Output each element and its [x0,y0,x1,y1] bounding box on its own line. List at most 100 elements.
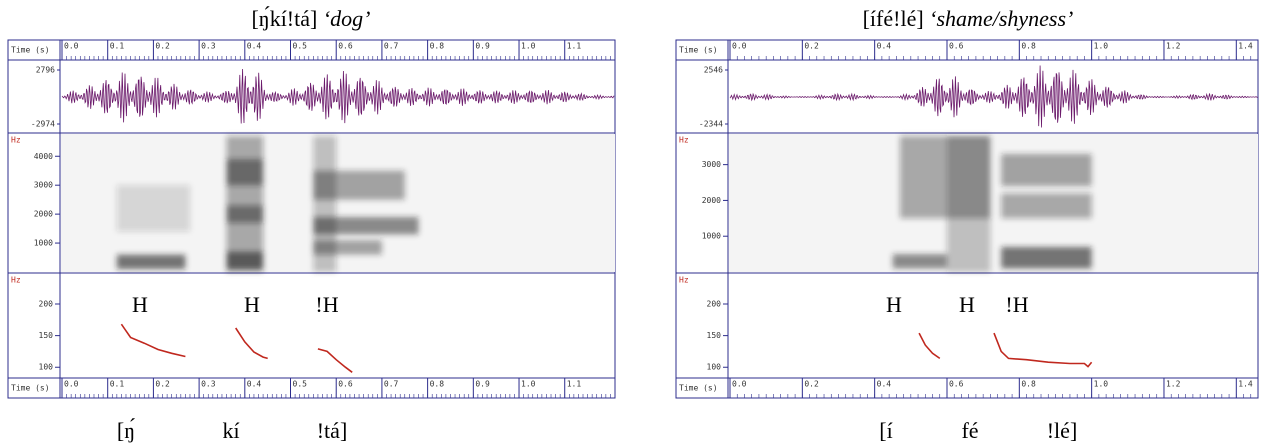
time-tick-label: 0.1 [110,42,125,51]
time-tick-label: 0.2 [155,42,170,51]
spectral-energy [226,205,264,223]
spectrogram-bg [729,134,1258,272]
spectral-energy [892,254,947,269]
time-tick-label: 0.8 [1021,380,1036,389]
time-tick-label: 1.2 [1166,42,1181,51]
pitch-tick-label: 200 [39,299,54,308]
wave-tick-label: 2546 [704,66,723,75]
time-tick-label: 1.0 [521,380,536,389]
time-tick-label: 0.4 [247,380,262,389]
time-tick-label: 1.4 [1238,42,1253,51]
pitch-tick-label: 100 [39,363,54,372]
time-axis-label: Time (s) [11,384,50,393]
time-tick-label: 0.4 [877,380,892,389]
time-tick-label: 0.1 [110,380,125,389]
time-tick-label: 1.1 [567,380,582,389]
time-tick-label: 0.0 [732,42,747,51]
time-tick-label: 0.6 [338,380,353,389]
time-tick-label: 1.2 [1166,380,1181,389]
spectral-energy [1001,193,1092,219]
time-axis-label: Time (s) [679,384,718,393]
time-axis-label: Time (s) [679,46,718,55]
spectrogram [116,136,419,272]
spectral-energy [313,136,337,272]
spec-tick-label: 4000 [34,152,53,161]
panel: Time (s) 0.0 0.2 0.4 0.6 0.8 1.0 1.2 1.4 Time (s)… [675,39,1259,399]
tone-label: !H [315,292,338,317]
wave-tick-label: 2796 [36,66,55,75]
tone-label: H [886,292,902,317]
spectrogram-unit: Hz [679,136,689,145]
time-tick-label: 0.9 [475,380,490,389]
time-tick-label: 1.4 [1238,380,1253,389]
time-tick-label: 1.0 [1094,42,1109,51]
title-text: [ífé!lé] [863,6,924,31]
time-tick-label: 1.0 [1094,380,1109,389]
spectral-energy [1001,153,1092,187]
spectral-energy [226,136,264,272]
spectral-energy [226,159,264,186]
tone-label: H [959,292,975,317]
spectral-energy [226,251,264,270]
waveform-trace [729,65,1258,128]
time-tick-label: 0.7 [384,380,399,389]
gloss: ‘dog’ [323,6,371,31]
spec-tick-label: 3000 [702,160,721,169]
spectral-energy [313,217,419,235]
pitch-contour [918,332,941,360]
time-tick-label: 0.3 [201,42,216,51]
time-tick-label: 0.0 [64,380,79,389]
time-tick-label: 0.6 [338,42,353,51]
tone-label: H [244,292,260,317]
transcription: !lé] [1047,418,1078,443]
pitch-tick-label: 150 [707,331,722,340]
time-tick-label: 0.8 [1021,42,1036,51]
pitch-contour [235,327,268,360]
pitch-tick-label: 100 [707,363,722,372]
gloss: ‘shame/shyness’ [929,6,1073,31]
waveform-trace [61,68,615,124]
spectral-energy [116,254,186,270]
time-tick-label: 0.0 [732,380,747,389]
spec-tick-label: 2000 [34,210,53,219]
transcription: fé [961,418,978,443]
time-tick-label: 0.2 [804,42,819,51]
transcription: [í [879,418,892,443]
spec-tick-label: 2000 [702,196,721,205]
title-text: [ŋ́kí!tá] [251,6,317,31]
pitch-tick-label: 200 [707,299,722,308]
time-tick-label: 0.5 [293,42,308,51]
wave-tick-label: -2974 [31,120,55,129]
spec-tick-label: 1000 [702,232,721,241]
pitch-contour [317,348,353,373]
tone-label: H [132,292,148,317]
spectral-energy [946,136,991,272]
time-tick-label: 0.7 [384,42,399,51]
pitch-unit: Hz [11,276,21,285]
time-tick-label: 0.5 [293,380,308,389]
pitch-tick-label: 150 [39,331,54,340]
time-tick-label: 0.8 [430,42,445,51]
spec-tick-label: 3000 [34,181,53,190]
spectrogram [892,136,1092,272]
time-tick-label: 0.2 [155,380,170,389]
title-0: [ŋ́kí!tá] ‘dog’ [251,6,370,31]
panel: Time (s) 0.0 0.1 0.2 0.3 0.4 0.5 0.6 0.7 0.8 0.9 1.… [7,39,616,399]
spectral-energy [1001,246,1092,269]
pitch-contour [120,323,186,358]
time-tick-label: 0.9 [475,42,490,51]
wave-tick-label: -2344 [699,120,723,129]
time-axis-label: Time (s) [11,46,50,55]
time-tick-label: 0.3 [201,380,216,389]
transcription: kí [222,418,239,443]
tone-label: !H [1005,292,1028,317]
time-tick-label: 1.0 [521,42,536,51]
time-tick-label: 0.0 [64,42,79,51]
time-tick-label: 0.8 [430,380,445,389]
time-tick-label: 0.6 [949,42,964,51]
time-tick-label: 0.4 [877,42,892,51]
time-tick-label: 0.4 [247,42,262,51]
transcription: !tá] [317,418,348,443]
title-1: [ífé!lé] ‘shame/shyness’ [863,6,1074,31]
